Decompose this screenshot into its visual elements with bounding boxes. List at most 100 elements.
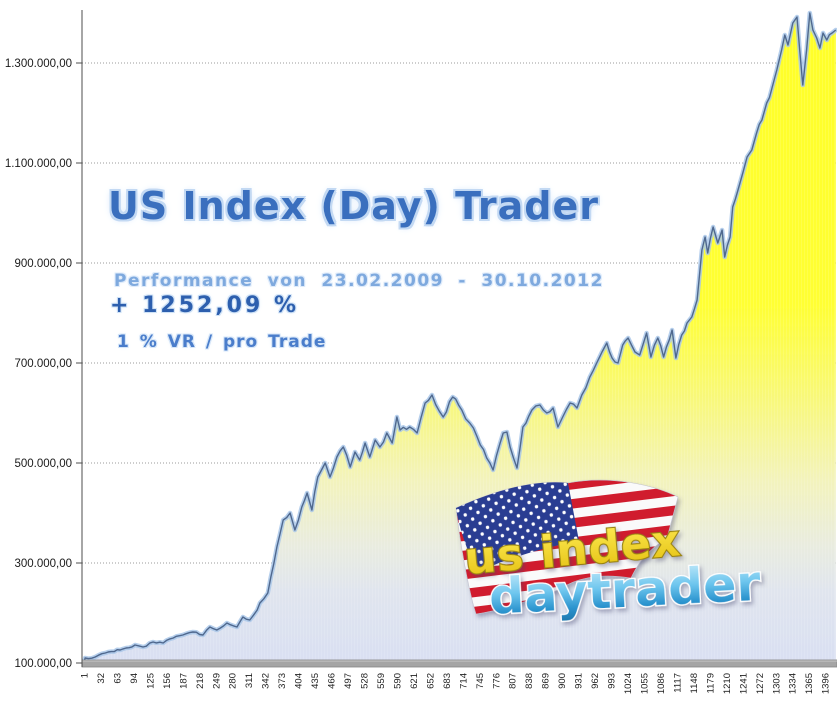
y-axis-tick-label: 100.000,00	[14, 658, 72, 670]
x-axis-tick-label: 1024	[623, 673, 634, 694]
svg-text:1024: 1024	[623, 673, 634, 694]
x-axis-tick-label: 94	[129, 673, 140, 684]
x-axis-tick-label: 187	[178, 673, 189, 689]
svg-text:249: 249	[211, 673, 222, 689]
x-axis-tick-label: 249	[211, 673, 222, 689]
x-axis-tick-label: 745	[475, 673, 486, 689]
x-axis-tick-label: 156	[162, 673, 173, 689]
svg-text:807: 807	[508, 673, 519, 689]
performance-percent: + 1252,09 %	[110, 293, 299, 318]
x-axis-tick-label: 776	[491, 673, 502, 689]
svg-text:590: 590	[392, 673, 403, 689]
x-axis-tick-label: 32	[96, 673, 107, 684]
svg-text:621: 621	[409, 673, 420, 689]
risk-note: 1 % VR / pro Trade	[117, 332, 327, 352]
svg-text:466: 466	[327, 673, 338, 689]
x-axis-tick-label: 1210	[722, 673, 733, 694]
svg-text:1396: 1396	[821, 673, 832, 694]
x-axis-tick-label: 869	[541, 673, 552, 689]
x-axis-tick-label: 497	[343, 673, 354, 689]
svg-text:652: 652	[425, 673, 436, 689]
x-axis-tick-label: 1396	[821, 673, 832, 694]
svg-text:156: 156	[162, 673, 173, 689]
svg-text:1148: 1148	[689, 673, 700, 693]
x-axis-tick-label: 652	[425, 673, 436, 689]
x-axis-tick-label: 373	[277, 673, 288, 689]
svg-text:342: 342	[261, 673, 272, 689]
x-axis-tick-label: 962	[590, 673, 601, 689]
svg-text:94: 94	[129, 673, 140, 684]
svg-text:311: 311	[244, 673, 255, 688]
x-axis-tick-label: 1272	[755, 673, 766, 694]
svg-text:497: 497	[343, 673, 354, 689]
x-axis-tick-label: 63	[112, 673, 123, 684]
performance-period: Performance von 23.02.2009 - 30.10.2012	[114, 271, 604, 291]
svg-text:683: 683	[442, 673, 453, 689]
svg-text:435: 435	[310, 673, 321, 689]
x-axis-tick-label: 528	[360, 673, 371, 689]
x-axis-tick-label: 993	[607, 673, 618, 689]
svg-text:32: 32	[96, 673, 107, 684]
x-axis-tick-label: 1055	[640, 673, 651, 694]
svg-text:931: 931	[574, 673, 585, 689]
svg-text:1365: 1365	[804, 673, 815, 694]
x-axis-tick-label: 1086	[656, 673, 667, 694]
x-axis-tick-label: 1303	[771, 673, 782, 694]
svg-text:1086: 1086	[656, 673, 667, 694]
x-axis-tick-label: 1117	[672, 673, 683, 693]
svg-text:993: 993	[607, 673, 618, 689]
svg-text:1241: 1241	[738, 673, 749, 694]
x-axis-tick-label: 1241	[738, 673, 749, 694]
svg-text:218: 218	[195, 673, 206, 689]
svg-text:373: 373	[277, 673, 288, 689]
x-axis-tick-label: 311	[244, 673, 255, 688]
svg-text:404: 404	[294, 673, 305, 689]
x-axis-tick-label: 1334	[788, 673, 799, 694]
x-axis-tick-label: 621	[409, 673, 420, 689]
x-axis-tick-label: 1179	[705, 673, 716, 693]
y-axis-tick-label: 300.000,00	[14, 558, 72, 570]
svg-text:1055: 1055	[640, 673, 651, 694]
x-axis-tick-label: 435	[310, 673, 321, 689]
svg-text:1179: 1179	[705, 673, 716, 693]
x-axis-tick-label: 1365	[804, 673, 815, 694]
svg-text:187: 187	[178, 673, 189, 689]
x-axis-tick-label: 931	[574, 673, 585, 689]
svg-text:745: 745	[475, 673, 486, 689]
svg-text:1: 1	[80, 673, 91, 678]
svg-text:1210: 1210	[722, 673, 733, 694]
svg-text:962: 962	[590, 673, 601, 689]
chart-title: US Index (Day) Trader	[108, 184, 599, 228]
svg-text:1303: 1303	[771, 673, 782, 694]
x-axis-tick-label: 714	[458, 673, 469, 689]
x-axis-tick-label: 900	[557, 673, 568, 689]
x-axis-tick-label: 838	[524, 673, 535, 689]
gridlines: 1.300.000,00 1.100.000,00 900.000,00 700.00…	[5, 58, 837, 670]
x-axis-tick-label: 559	[376, 673, 387, 689]
x-axis-tick-label: 1	[80, 673, 91, 678]
x-axis-labels: 1 32 63 94 125 156 187 218 249 280 311 342 373 404 435…	[80, 673, 832, 694]
svg-text:63: 63	[112, 673, 123, 684]
x-axis-tick-label: 590	[392, 673, 403, 689]
svg-text:776: 776	[491, 673, 502, 689]
svg-text:1117: 1117	[672, 673, 683, 693]
y-axis-tick-label: 700.000,00	[14, 358, 72, 370]
x-axis-tick-label: 1148	[689, 673, 700, 693]
x-axis-tick-label: 404	[294, 673, 305, 689]
svg-text:280: 280	[228, 673, 239, 689]
y-axis-tick-label: 1.100.000,00	[5, 158, 72, 170]
svg-text:900: 900	[557, 673, 568, 689]
y-axis-tick-label: 1.300.000,00	[5, 58, 72, 70]
svg-text:714: 714	[458, 673, 469, 689]
x-axis-tick-label: 125	[145, 673, 156, 689]
x-axis-tick-label: 280	[228, 673, 239, 689]
svg-text:838: 838	[524, 673, 535, 689]
equity-line	[83, 12, 837, 664]
svg-text:528: 528	[360, 673, 371, 689]
x-axis-tick-label: 683	[442, 673, 453, 689]
x-axis-tick-label: 466	[327, 673, 338, 689]
x-axis-tick-label: 807	[508, 673, 519, 689]
svg-text:125: 125	[145, 673, 156, 689]
x-axis-tick-label: 218	[195, 673, 206, 689]
